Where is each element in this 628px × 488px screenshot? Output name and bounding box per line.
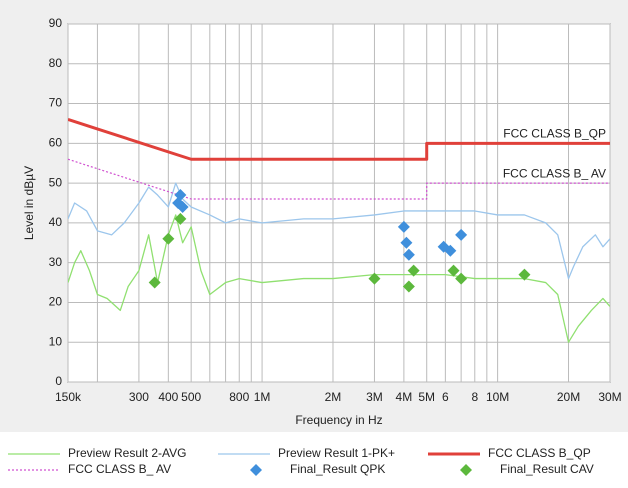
legend-symbol [460, 464, 472, 476]
x-tick-label: 10M [486, 390, 509, 404]
legend-label: Preview Result 2-AVG [68, 446, 186, 460]
x-tick-label: 20M [557, 390, 580, 404]
data-point [455, 272, 468, 285]
data-point [174, 212, 187, 225]
legend-label: Final_Result QPK [290, 462, 385, 476]
y-tick-label: 20 [49, 295, 63, 309]
data-line [68, 118, 610, 161]
data-point [518, 268, 531, 281]
y-tick-label: 60 [49, 136, 63, 150]
y-tick-label: 70 [49, 96, 63, 110]
legend-symbol [250, 464, 262, 476]
data-point [447, 264, 460, 277]
data-line [68, 158, 610, 200]
data-point [162, 232, 175, 245]
x-tick-label: 6 [442, 390, 449, 404]
x-tick-label: 5M [418, 390, 435, 404]
x-tick-label: 300 [129, 390, 149, 404]
x-axis-title: Frequency in Hz [295, 413, 382, 427]
data-point [176, 200, 189, 213]
y-tick-label: 90 [49, 16, 63, 30]
legend-label: Preview Result 1-PK+ [278, 446, 395, 460]
legend-label: Final_Result CAV [500, 462, 594, 476]
data-point [444, 244, 457, 257]
x-tick-label: 150k [55, 390, 82, 404]
x-tick-label: 2M [325, 390, 342, 404]
y-tick-label: 80 [49, 56, 63, 70]
data-point [397, 220, 410, 233]
data-point [455, 228, 468, 241]
data-point [174, 189, 187, 202]
x-tick-label: 3M [366, 390, 383, 404]
data-point [400, 236, 413, 249]
legend-label: FCC CLASS B_QP [488, 446, 591, 460]
data-line [68, 214, 610, 343]
legend-label: FCC CLASS B_ AV [68, 462, 171, 476]
data-point [148, 276, 161, 289]
y-axis-title: Level in dBµV [22, 166, 36, 240]
y-tick-label: 10 [49, 334, 63, 348]
data-point [368, 272, 381, 285]
x-tick-label: 4M [396, 390, 413, 404]
x-tick-label: 800 [229, 390, 249, 404]
data-point [407, 264, 420, 277]
x-tick-label: 500 [181, 390, 201, 404]
plot-area [67, 23, 611, 383]
x-tick-label: 30M [598, 390, 621, 404]
annotation: FCC CLASS B_ AV [503, 166, 606, 180]
x-tick-label: 8 [471, 390, 478, 404]
x-tick-label: 400 [158, 390, 178, 404]
y-tick-label: 30 [49, 255, 63, 269]
y-tick-label: 0 [55, 374, 62, 388]
data-line [68, 182, 610, 280]
y-tick-label: 50 [49, 175, 63, 189]
x-tick-label: 1M [254, 390, 271, 404]
data-point [402, 280, 415, 293]
data-point [402, 248, 415, 261]
plot-layer [68, 118, 610, 343]
y-tick-label: 40 [49, 215, 63, 229]
annotation: FCC CLASS B_QP [503, 127, 606, 141]
